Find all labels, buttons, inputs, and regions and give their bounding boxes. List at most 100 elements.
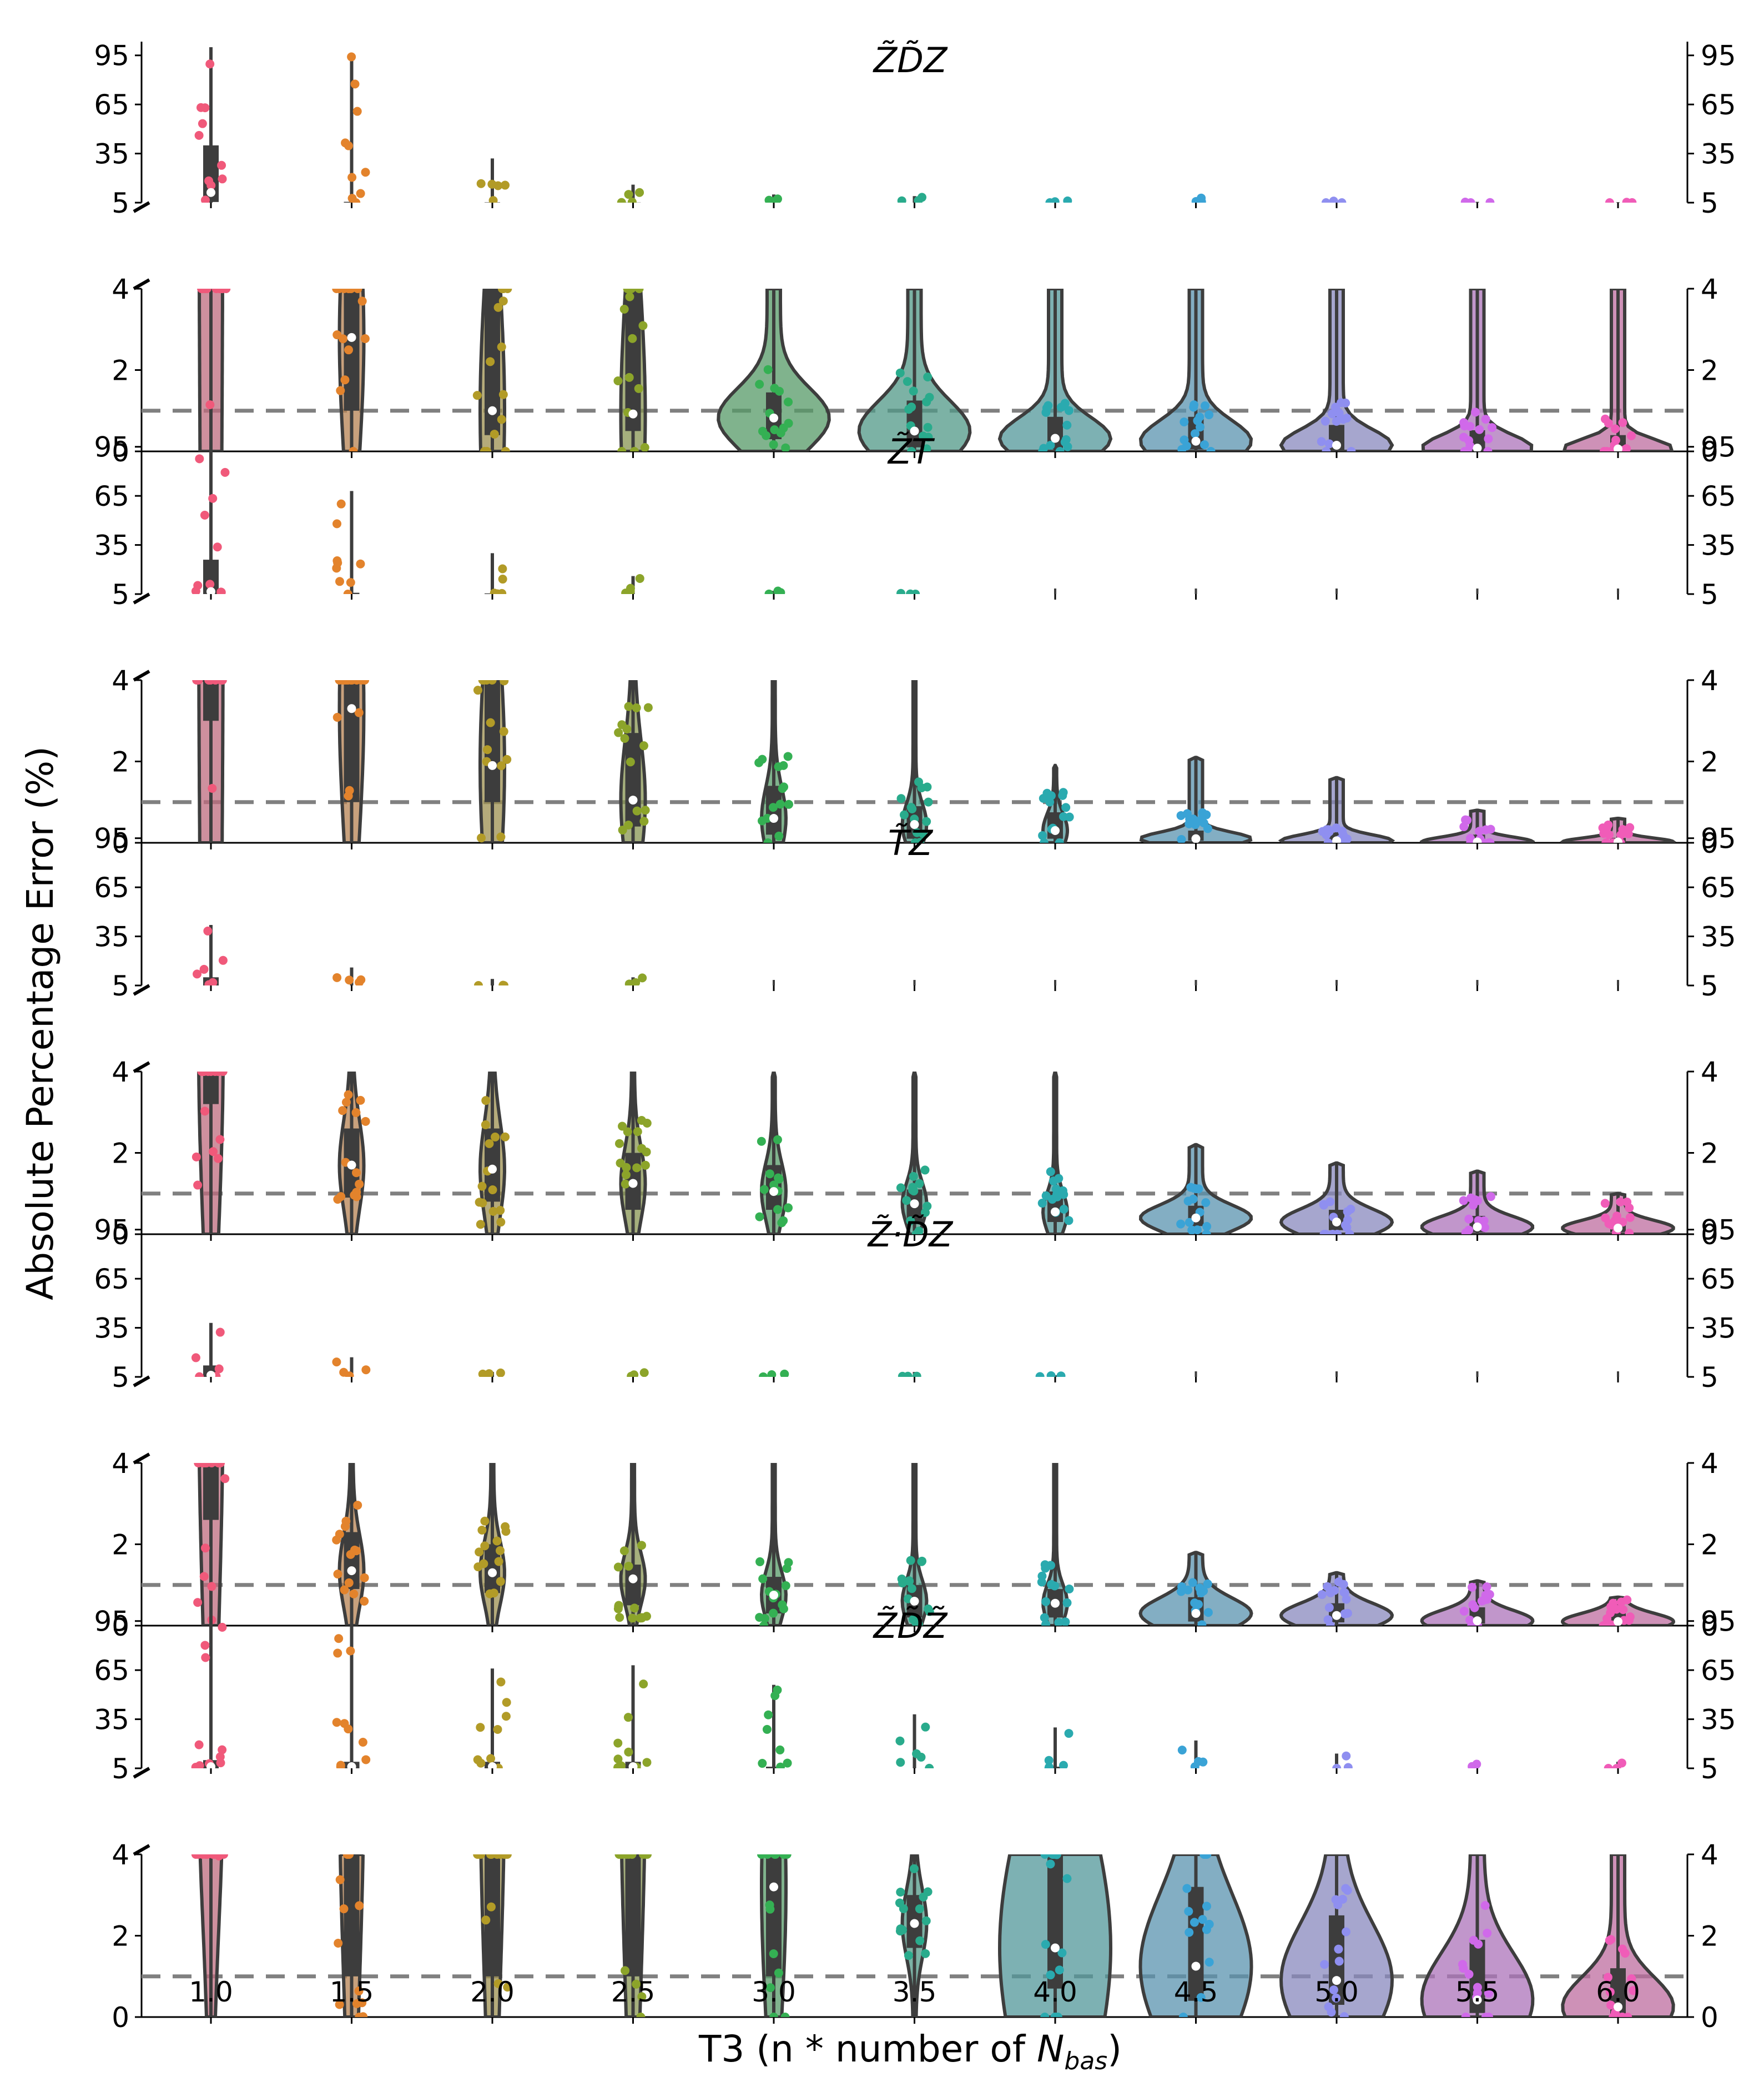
data-point	[1176, 811, 1186, 820]
x-axis-label-close: )	[1107, 2028, 1122, 2070]
upper-data-point	[635, 188, 644, 197]
category-3.5	[896, 980, 932, 1234]
upper-data-point	[613, 1754, 623, 1764]
upper-data-point	[1612, 1763, 1621, 1768]
upper-y-tick-label: 65	[94, 872, 129, 904]
lower-violin-group	[473, 1854, 512, 2017]
data-point	[1188, 814, 1198, 824]
data-point	[1058, 791, 1067, 800]
data-point	[755, 1212, 764, 1221]
box	[625, 1854, 641, 1977]
upper-median-marker	[206, 1762, 215, 1768]
data-point	[354, 708, 364, 717]
category-1.0	[191, 1613, 228, 2017]
lower-y-tick-label: 4	[112, 1839, 129, 1871]
data-point	[1055, 838, 1064, 843]
data-point	[1321, 416, 1330, 426]
upper-data-point	[1046, 1371, 1056, 1377]
category-2.5	[614, 574, 653, 843]
upper-data-point	[1177, 1746, 1187, 1755]
lower-violin-group	[896, 680, 933, 843]
lower-y-tick-label: 0	[112, 1610, 129, 1642]
data-point	[757, 1854, 767, 1859]
upper-data-point	[1337, 198, 1347, 203]
upper-data-point	[332, 519, 342, 529]
upper-violin-group	[764, 586, 785, 594]
lower-violin-group	[614, 1854, 652, 2017]
category-5.5	[1420, 1759, 1535, 2017]
box	[625, 289, 641, 431]
data-point	[621, 1966, 630, 1975]
upper-data-point	[764, 1710, 773, 1719]
data-point	[1046, 1859, 1055, 1869]
lower-y-tick-label-right: 4	[1701, 1056, 1718, 1088]
data-point	[332, 1535, 341, 1545]
axis-break-mark	[133, 1452, 150, 1465]
data-point	[628, 1613, 637, 1623]
lower-violin-group	[614, 680, 653, 843]
data-point	[200, 1107, 210, 1116]
upper-data-point	[1198, 1757, 1208, 1767]
upper-data-point	[624, 190, 633, 199]
upper-violin-group	[193, 924, 228, 985]
upper-data-point	[613, 1763, 623, 1768]
data-point	[351, 1546, 361, 1556]
data-point	[496, 1546, 505, 1555]
lower-y-tick-label-right: 0	[1701, 1610, 1718, 1642]
data-point	[1484, 1989, 1493, 1998]
upper-data-point	[478, 1369, 487, 1377]
data-point	[501, 1522, 510, 1531]
category-3.5	[896, 589, 933, 843]
upper-data-point	[903, 1371, 913, 1377]
data-point	[1474, 1939, 1483, 1949]
lower-violin-group	[332, 289, 370, 451]
data-point	[1188, 1578, 1197, 1587]
data-point	[902, 1196, 911, 1205]
upper-data-point	[358, 1738, 367, 1747]
data-point	[334, 1938, 343, 1948]
data-point	[1062, 1598, 1072, 1607]
upper-data-point	[332, 564, 341, 573]
data-point	[338, 1106, 347, 1115]
median-marker	[1614, 444, 1622, 451]
data-point	[1183, 1196, 1193, 1206]
data-point	[1046, 440, 1055, 450]
data-point	[1329, 1985, 1338, 1995]
data-point	[1606, 1608, 1615, 1618]
data-point	[352, 1188, 361, 1197]
median-marker	[488, 406, 497, 415]
lower-violin-group	[1561, 1191, 1675, 1234]
data-point	[755, 1557, 765, 1566]
data-point	[642, 1147, 651, 1156]
upper-y-tick-label-right: 35	[1701, 1312, 1736, 1345]
data-point	[1040, 1560, 1050, 1570]
data-point	[480, 1541, 490, 1551]
median-marker	[1614, 837, 1622, 843]
data-point	[1197, 1620, 1207, 1626]
data-point	[779, 424, 788, 433]
lower-y-tick-label: 4	[112, 273, 129, 305]
lower-violin-group	[1561, 1854, 1675, 2017]
data-point	[341, 1516, 351, 1526]
data-point	[920, 1208, 930, 1217]
data-point	[1178, 2013, 1188, 2017]
data-point	[355, 1179, 364, 1189]
upper-data-point	[476, 1723, 485, 1732]
data-point	[1203, 1608, 1213, 1617]
category-4.0	[997, 1727, 1113, 2017]
data-point	[768, 803, 778, 812]
x-tick-label-5.0: 5.0	[1314, 1976, 1359, 2008]
median-marker	[1332, 1611, 1341, 1620]
data-point	[1461, 2013, 1470, 2017]
upper-y-tick-label-right: 5	[1701, 970, 1718, 1002]
upper-violin-group	[759, 1369, 789, 1377]
lower-y-tick-label: 2	[112, 1529, 129, 1561]
upper-data-point	[215, 1327, 225, 1337]
upper-data-point	[218, 174, 227, 184]
data-point	[759, 1185, 769, 1194]
upper-data-point	[344, 1724, 353, 1734]
upper-data-point	[911, 589, 920, 594]
upper-data-point	[639, 1368, 649, 1377]
data-point	[1202, 1230, 1211, 1234]
data-point	[476, 1220, 485, 1229]
